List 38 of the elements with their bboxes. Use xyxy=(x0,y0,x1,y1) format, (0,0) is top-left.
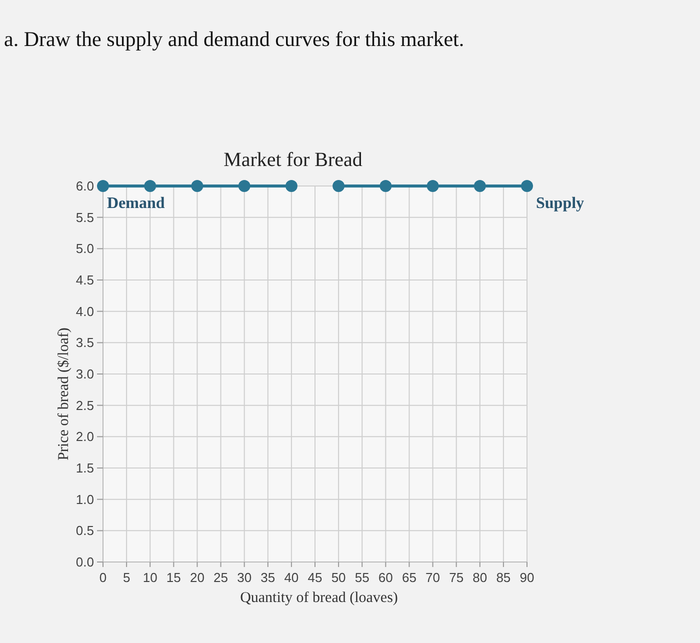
y-tick-label: 2.0 xyxy=(76,429,94,444)
y-tick-label: 4.0 xyxy=(76,304,94,319)
x-tick-label: 55 xyxy=(354,570,370,585)
x-tick-label: 90 xyxy=(520,570,534,585)
x-tick-label: 30 xyxy=(237,570,252,585)
x-tick-label: 50 xyxy=(331,570,346,585)
y-tick-label: 1.0 xyxy=(76,492,94,507)
y-tick-label: 0.0 xyxy=(76,554,94,570)
x-tick-label: 75 xyxy=(449,570,464,585)
x-tick-label: 60 xyxy=(378,570,393,585)
x-tick-label: 0 xyxy=(99,570,107,585)
y-tick-label: 3.0 xyxy=(76,366,94,382)
series-label: Demand xyxy=(107,195,165,212)
x-tick-label: 80 xyxy=(472,570,488,585)
x-tick-label: 5 xyxy=(122,570,130,585)
x-tick-label: 20 xyxy=(190,570,204,585)
x-tick-label: 25 xyxy=(214,570,228,585)
y-tick-label: 2.5 xyxy=(76,398,94,413)
y-tick-label: 3.5 xyxy=(76,335,94,350)
x-tick-label: 85 xyxy=(496,570,511,585)
y-tick-label: 6.0 xyxy=(76,178,94,194)
x-axis-title: Quantity of bread (loaves) xyxy=(240,590,398,606)
x-tick-label: 40 xyxy=(284,570,299,585)
y-tick-label: 0.5 xyxy=(76,523,94,538)
y-tick-label: 4.5 xyxy=(76,272,94,288)
y-tick-label: 1.5 xyxy=(76,460,94,476)
y-tick-label: 5.5 xyxy=(76,210,94,225)
text: a. Draw the supply and demand curves for this market. xyxy=(4,27,464,51)
y-axis-title: Price of bread ($/loaf) xyxy=(56,328,72,460)
series-label: Supply xyxy=(536,195,584,212)
x-tick-label: 70 xyxy=(426,570,440,585)
x-tick-label: 65 xyxy=(402,570,416,585)
chart-title: Market for Bread xyxy=(224,149,362,171)
x-tick-label: 15 xyxy=(166,570,181,585)
x-tick-label: 35 xyxy=(260,570,276,585)
x-tick-label: 10 xyxy=(142,570,158,585)
x-tick-label: 45 xyxy=(308,570,322,585)
y-tick-label: 5.0 xyxy=(76,241,94,256)
